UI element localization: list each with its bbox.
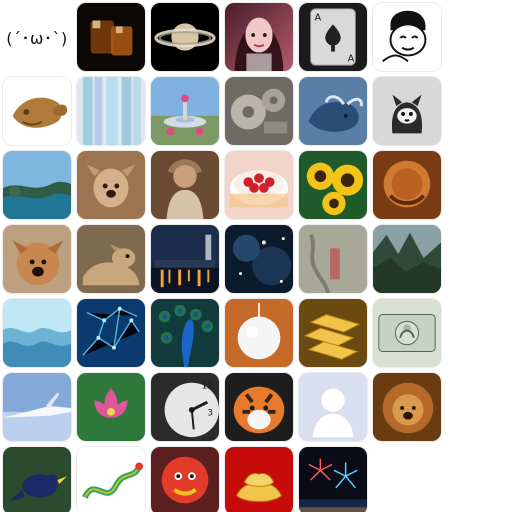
carved-sculpture-icon: [373, 151, 441, 219]
grid-tile[interactable]: [150, 76, 220, 146]
strawberry-cake-icon: [225, 151, 293, 219]
grid-tile[interactable]: [224, 150, 294, 220]
night-harbor-icon: [151, 225, 219, 293]
grid-tile[interactable]: [298, 150, 368, 220]
grid-tile[interactable]: [372, 224, 442, 294]
grid-tile[interactable]: [372, 372, 442, 442]
grid-tile[interactable]: [2, 372, 72, 442]
costumed-figure-icon: [151, 151, 219, 219]
dog-icon: [77, 151, 145, 219]
grid-tile[interactable]: [298, 446, 368, 512]
grid-tile[interactable]: [150, 298, 220, 368]
grid-tile[interactable]: [224, 298, 294, 368]
grid-tile[interactable]: [2, 224, 72, 294]
gold-bars-icon: [299, 299, 367, 367]
tiger-icon: [225, 373, 293, 441]
grid-tile[interactable]: [224, 446, 294, 512]
grid-tile[interactable]: [224, 224, 294, 294]
grid-tile[interactable]: [224, 76, 294, 146]
white-fluff-ball-icon: [225, 299, 293, 367]
grid-tile[interactable]: [2, 76, 72, 146]
cat-icon: [373, 77, 441, 145]
grid-tile[interactable]: [372, 150, 442, 220]
grid-tile[interactable]: [298, 76, 368, 146]
grid-tile[interactable]: [76, 150, 146, 220]
svg-text:3: 3: [207, 409, 213, 419]
grid-tile[interactable]: [372, 2, 442, 72]
machine-gears-icon: [225, 77, 293, 145]
grid-tile[interactable]: 12 3: [150, 372, 220, 442]
lion-dance-icon: [151, 447, 219, 512]
grid-tile[interactable]: [76, 446, 146, 512]
watercolor-abstract-icon: [77, 77, 145, 145]
grid-tile[interactable]: [372, 298, 442, 368]
grid-tile[interactable]: A A: [298, 2, 368, 72]
lotus-flower-icon: [77, 373, 145, 441]
grid-tile[interactable]: [150, 150, 220, 220]
grid-tile[interactable]: [224, 2, 294, 72]
whiskey-glass-icon: [77, 3, 145, 71]
peacock-feathers-icon: [151, 299, 219, 367]
gold-ingots-icon: [225, 447, 293, 512]
dog-lying-icon: [77, 225, 145, 293]
grid-tile[interactable]: [76, 224, 146, 294]
airplane-wing-sky-icon: [3, 373, 71, 441]
cliff-carving-icon: [299, 225, 367, 293]
fireworks-icon: [299, 447, 367, 512]
saturn-icon: [151, 3, 219, 71]
grid-tile[interactable]: [298, 372, 368, 442]
grid-tile[interactable]: [2, 150, 72, 220]
grid-tile[interactable]: [150, 2, 220, 72]
default-avatar-icon: [299, 373, 367, 441]
svg-text:A: A: [315, 12, 322, 23]
dollar-bill-icon: [373, 299, 441, 367]
grid-tile[interactable]: [2, 446, 72, 512]
grid-tile[interactable]: [150, 224, 220, 294]
grid-tile[interactable]: [298, 224, 368, 294]
ace-of-spades-card-icon: A A: [299, 3, 367, 71]
mountain-peaks-icon: [373, 225, 441, 293]
grid-tile[interactable]: [372, 76, 442, 146]
grid-tile[interactable]: [150, 446, 220, 512]
svg-text:A: A: [348, 53, 355, 64]
fountain-plaza-icon: [151, 77, 219, 145]
dragon-illustration-icon: [77, 447, 145, 512]
blue-network-icon: [77, 299, 145, 367]
taiyaki-fish-cookie-icon: [3, 77, 71, 145]
dog-icon: [3, 225, 71, 293]
grid-tile[interactable]: [224, 372, 294, 442]
clock-face-icon: 12 3: [151, 373, 219, 441]
grid-tile[interactable]: (´･ω･`): [2, 2, 72, 72]
sunflowers-icon: [299, 151, 367, 219]
lion-icon: [373, 373, 441, 441]
grid-tile[interactable]: [76, 2, 146, 72]
galaxy-icon: [225, 225, 293, 293]
grid-tile[interactable]: [76, 76, 146, 146]
lake-landscape-icon: [3, 151, 71, 219]
grid-tile[interactable]: [298, 298, 368, 368]
bird-icon: [3, 447, 71, 512]
grid-tile[interactable]: [76, 298, 146, 368]
grid-tile[interactable]: [76, 372, 146, 442]
svg-text:12: 12: [202, 382, 213, 392]
water-waves-icon: [3, 299, 71, 367]
blue-bull-statue-icon: [299, 77, 367, 145]
meme-face-icon: [373, 3, 441, 71]
grid-tile[interactable]: [2, 298, 72, 368]
kaomoji-icon: (´･ω･`): [6, 29, 68, 48]
woman-portrait-icon: [225, 3, 293, 71]
